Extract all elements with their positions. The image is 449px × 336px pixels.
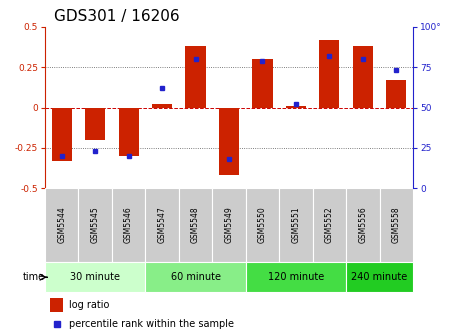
Text: 60 minute: 60 minute xyxy=(171,272,220,282)
Bar xyxy=(313,188,346,262)
Text: GSM5548: GSM5548 xyxy=(191,207,200,244)
Bar xyxy=(346,188,379,262)
Bar xyxy=(50,298,63,312)
Bar xyxy=(246,188,279,262)
Text: GSM5545: GSM5545 xyxy=(91,207,100,244)
Text: GSM5549: GSM5549 xyxy=(224,207,233,244)
Text: GSM5551: GSM5551 xyxy=(291,207,300,244)
Bar xyxy=(45,262,145,292)
Bar xyxy=(212,188,246,262)
Bar xyxy=(179,188,212,262)
Text: GSM5547: GSM5547 xyxy=(158,207,167,244)
Text: percentile rank within the sample: percentile rank within the sample xyxy=(69,319,234,329)
Bar xyxy=(145,262,246,292)
Bar xyxy=(119,108,139,156)
Bar xyxy=(85,108,105,140)
Bar xyxy=(346,262,413,292)
Text: GSM5546: GSM5546 xyxy=(124,207,133,244)
Bar xyxy=(386,80,406,108)
Bar xyxy=(353,46,373,108)
Bar xyxy=(219,108,239,175)
Text: time: time xyxy=(23,272,45,282)
Text: GSM5544: GSM5544 xyxy=(57,207,66,244)
Text: 240 minute: 240 minute xyxy=(352,272,408,282)
Bar xyxy=(246,262,346,292)
Text: 30 minute: 30 minute xyxy=(70,272,120,282)
Bar xyxy=(379,188,413,262)
Bar xyxy=(52,108,72,161)
Text: 120 minute: 120 minute xyxy=(268,272,324,282)
Bar xyxy=(45,188,79,262)
Text: GSM5550: GSM5550 xyxy=(258,207,267,244)
Text: GSM5552: GSM5552 xyxy=(325,207,334,244)
Bar xyxy=(145,188,179,262)
Text: GDS301 / 16206: GDS301 / 16206 xyxy=(54,8,180,24)
Bar xyxy=(286,106,306,108)
Bar xyxy=(185,46,206,108)
Text: log ratio: log ratio xyxy=(69,300,109,310)
Bar xyxy=(152,104,172,108)
Text: GSM5556: GSM5556 xyxy=(358,207,367,244)
Bar xyxy=(112,188,145,262)
Bar xyxy=(252,59,273,108)
Bar xyxy=(79,188,112,262)
Bar xyxy=(279,188,313,262)
Text: GSM5558: GSM5558 xyxy=(392,207,401,244)
Bar xyxy=(319,40,339,108)
